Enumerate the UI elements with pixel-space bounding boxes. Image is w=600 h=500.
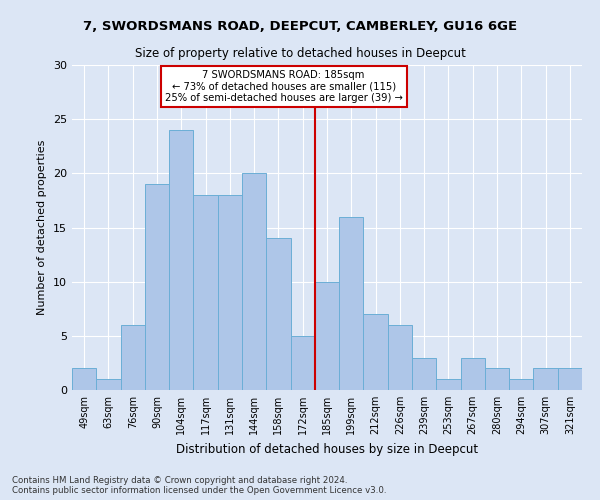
Bar (558, 368, 582, 390)
Bar (169, 130, 193, 390)
Bar (193, 195, 218, 390)
Bar (339, 216, 364, 390)
Bar (509, 379, 533, 390)
Text: 7 SWORDSMANS ROAD: 185sqm
← 73% of detached houses are smaller (115)
25% of semi: 7 SWORDSMANS ROAD: 185sqm ← 73% of detac… (165, 70, 403, 103)
Bar (96, 379, 121, 390)
Bar (533, 368, 558, 390)
Text: Size of property relative to detached houses in Deepcut: Size of property relative to detached ho… (134, 48, 466, 60)
Bar (412, 358, 436, 390)
Bar (436, 379, 461, 390)
Bar (461, 358, 485, 390)
Y-axis label: Number of detached properties: Number of detached properties (37, 140, 47, 315)
Text: Contains HM Land Registry data © Crown copyright and database right 2024.
Contai: Contains HM Land Registry data © Crown c… (12, 476, 386, 495)
Bar (218, 195, 242, 390)
Bar (145, 184, 169, 390)
Bar (290, 336, 315, 390)
Bar (388, 325, 412, 390)
Bar (242, 174, 266, 390)
Bar (121, 325, 145, 390)
Bar (485, 368, 509, 390)
Bar (364, 314, 388, 390)
Text: 7, SWORDSMANS ROAD, DEEPCUT, CAMBERLEY, GU16 6GE: 7, SWORDSMANS ROAD, DEEPCUT, CAMBERLEY, … (83, 20, 517, 33)
Bar (72, 368, 96, 390)
Bar (315, 282, 339, 390)
Bar (266, 238, 290, 390)
X-axis label: Distribution of detached houses by size in Deepcut: Distribution of detached houses by size … (176, 442, 478, 456)
